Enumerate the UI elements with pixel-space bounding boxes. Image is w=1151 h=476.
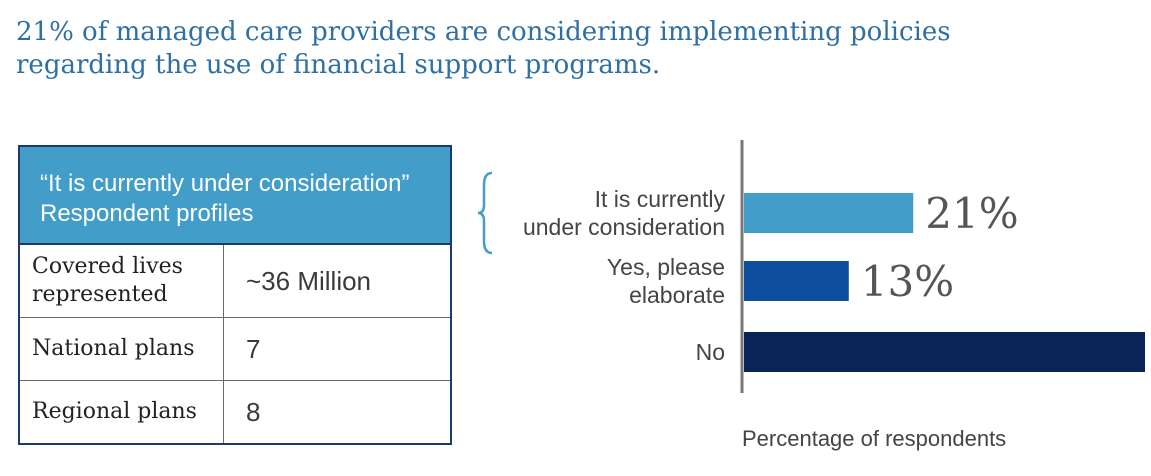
profile-header-subtitle: Respondent profiles xyxy=(40,200,254,227)
bar-1 xyxy=(744,261,849,301)
table-row: Covered lives represented ~36 Million xyxy=(20,245,450,318)
respondent-profile-table: “It is currently under consideration” Re… xyxy=(18,145,452,445)
row-label: Covered lives represented xyxy=(20,245,224,317)
x-axis-title: Percentage of respondents xyxy=(742,426,1006,451)
row-label-line: Covered lives xyxy=(32,254,183,279)
profile-header-quote: “It is currently under consideration” xyxy=(40,170,410,197)
row-label: National plans xyxy=(20,318,224,380)
row-value: ~36 Million xyxy=(246,265,372,296)
headline: 21% of managed care providers are consid… xyxy=(16,16,1016,82)
category-label: elaborate xyxy=(629,282,725,308)
category-label: Yes, please xyxy=(607,254,725,280)
row-value: 7 xyxy=(246,333,261,364)
bar-2 xyxy=(744,332,1145,372)
category-label: under consideration xyxy=(523,214,725,240)
headline-line-2: regarding the use of financial support p… xyxy=(16,50,661,80)
row-value: 8 xyxy=(246,396,261,427)
category-label: It is currently xyxy=(595,186,726,212)
table-row: National plans 7 xyxy=(20,318,450,381)
row-label-line: represented xyxy=(32,282,168,307)
brace-icon xyxy=(477,171,493,255)
category-label: No xyxy=(696,339,725,365)
bar-value-label: 21% xyxy=(925,189,1018,238)
profile-table-header: “It is currently under consideration” Re… xyxy=(20,147,450,245)
row-label: Regional plans xyxy=(20,381,224,443)
table-row: Regional plans 8 xyxy=(20,381,450,443)
bar-0 xyxy=(744,193,914,233)
bar-value-label: 13% xyxy=(861,257,954,306)
headline-line-1: 21% of managed care providers are consid… xyxy=(16,17,951,47)
